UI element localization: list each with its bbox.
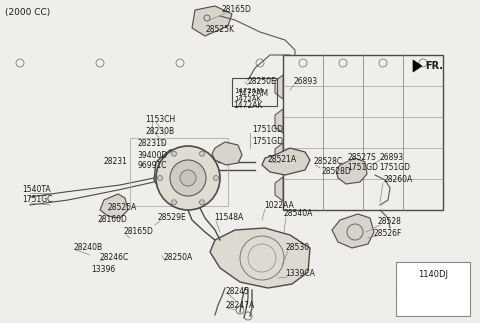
Text: (2000 CC): (2000 CC) bbox=[5, 7, 50, 16]
Text: 28245: 28245 bbox=[225, 287, 249, 296]
Text: 1472AK: 1472AK bbox=[233, 101, 263, 110]
Polygon shape bbox=[413, 60, 422, 72]
Polygon shape bbox=[212, 142, 242, 165]
Bar bbox=[232, 78, 277, 106]
Text: 1751GD: 1751GD bbox=[347, 163, 378, 172]
Circle shape bbox=[157, 175, 163, 181]
Text: 26893: 26893 bbox=[294, 78, 318, 87]
Bar bbox=[396, 262, 470, 316]
Text: 1140DJ: 1140DJ bbox=[418, 270, 448, 279]
Polygon shape bbox=[262, 148, 310, 175]
Text: 28247A: 28247A bbox=[225, 301, 254, 310]
Text: 28528C: 28528C bbox=[313, 158, 342, 166]
Circle shape bbox=[171, 200, 177, 205]
Polygon shape bbox=[192, 6, 232, 36]
Text: 28165D: 28165D bbox=[124, 227, 154, 236]
Text: 28527S: 28527S bbox=[348, 152, 377, 162]
Text: 1540TA: 1540TA bbox=[22, 184, 50, 193]
Text: 28529E: 28529E bbox=[158, 214, 187, 223]
Circle shape bbox=[171, 151, 177, 156]
Text: 1751GD: 1751GD bbox=[252, 126, 283, 134]
Text: 28540A: 28540A bbox=[284, 210, 313, 218]
Text: 28530: 28530 bbox=[286, 244, 310, 253]
Text: 13396: 13396 bbox=[91, 265, 115, 274]
Text: 28528D: 28528D bbox=[322, 168, 352, 176]
Text: 28160D: 28160D bbox=[98, 215, 128, 224]
Text: 28230B: 28230B bbox=[145, 128, 174, 137]
Text: 28250E: 28250E bbox=[248, 78, 277, 87]
Text: 28525K: 28525K bbox=[205, 26, 234, 35]
Text: 28240B: 28240B bbox=[74, 244, 103, 253]
Polygon shape bbox=[336, 158, 367, 184]
Text: 1153CH: 1153CH bbox=[145, 116, 175, 124]
Text: 28521A: 28521A bbox=[268, 155, 297, 164]
Text: 96991C: 96991C bbox=[137, 162, 167, 171]
Text: 1472AM: 1472AM bbox=[237, 89, 268, 99]
Text: 28250A: 28250A bbox=[163, 254, 192, 263]
Text: 28231: 28231 bbox=[104, 157, 128, 165]
Text: 28525A: 28525A bbox=[107, 203, 136, 213]
Text: 28246C: 28246C bbox=[99, 254, 128, 263]
Polygon shape bbox=[100, 194, 128, 218]
Polygon shape bbox=[154, 148, 218, 202]
Bar bbox=[283, 55, 443, 210]
Circle shape bbox=[180, 170, 196, 186]
Text: 1472AK: 1472AK bbox=[234, 96, 261, 102]
Polygon shape bbox=[275, 143, 283, 167]
Text: 28260A: 28260A bbox=[383, 175, 412, 184]
Text: 28528: 28528 bbox=[378, 217, 402, 226]
Text: 28231D: 28231D bbox=[137, 140, 167, 149]
Text: 1751GD: 1751GD bbox=[379, 163, 410, 172]
Circle shape bbox=[200, 200, 204, 205]
Text: 28165D: 28165D bbox=[222, 5, 252, 15]
Circle shape bbox=[170, 160, 206, 196]
Circle shape bbox=[200, 151, 204, 156]
Bar bbox=[130, 138, 228, 206]
Polygon shape bbox=[275, 177, 283, 201]
Text: 11548A: 11548A bbox=[214, 214, 243, 223]
Text: 1472AM: 1472AM bbox=[234, 88, 263, 94]
Polygon shape bbox=[275, 109, 283, 133]
Text: FR.: FR. bbox=[425, 61, 443, 71]
Circle shape bbox=[214, 175, 218, 181]
Text: 1751GC: 1751GC bbox=[22, 195, 52, 204]
Polygon shape bbox=[332, 214, 374, 248]
Circle shape bbox=[156, 146, 220, 210]
Text: 1339CA: 1339CA bbox=[285, 269, 315, 278]
Text: 26893: 26893 bbox=[379, 152, 403, 162]
Polygon shape bbox=[210, 228, 310, 288]
Text: 28526F: 28526F bbox=[374, 228, 402, 237]
Text: 1751GD: 1751GD bbox=[252, 137, 283, 145]
Text: 1022AA: 1022AA bbox=[264, 202, 294, 211]
Text: 39400D: 39400D bbox=[137, 151, 167, 160]
Polygon shape bbox=[275, 75, 283, 99]
